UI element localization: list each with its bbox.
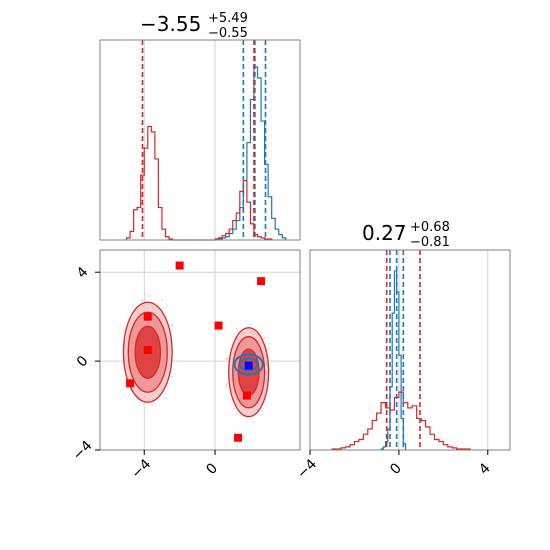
top-title-value: −3.55 <box>140 12 201 36</box>
right-title-value: 0.27 <box>362 221 407 245</box>
histogram-series <box>125 125 273 241</box>
marker-point <box>143 312 152 321</box>
top-histogram-panel <box>99 39 301 241</box>
sample-point <box>141 299 144 302</box>
sample-point <box>173 373 176 376</box>
sample-point <box>161 307 164 310</box>
sample-point <box>250 323 253 325</box>
sample-point <box>122 330 124 333</box>
top-title-lower: −0.55 <box>208 26 248 41</box>
right-title-lower: −0.81 <box>410 235 450 250</box>
sample-point <box>164 397 167 399</box>
sample-point <box>262 337 265 340</box>
contour-level <box>233 353 264 376</box>
sample-point <box>143 292 146 295</box>
sample-point <box>267 343 270 345</box>
right-title-upper: +0.68 <box>410 220 450 235</box>
y-tick-label: 0 <box>74 353 92 371</box>
contour-level <box>239 357 259 372</box>
sample-point <box>224 386 227 388</box>
x-tick-label: 0 <box>387 460 405 478</box>
x-tick-label: −4 <box>294 456 320 482</box>
sample-point <box>253 420 255 423</box>
sample-point <box>148 295 151 297</box>
y-tick-label: 4 <box>74 264 92 282</box>
sample-point <box>225 357 227 360</box>
sample-point <box>160 299 163 301</box>
sample-point <box>233 407 236 410</box>
right-histogram-panel: −4 0 4 <box>294 249 511 482</box>
x-tick-label: 4 <box>476 460 494 478</box>
sample-point <box>171 323 174 326</box>
axes-frame <box>99 39 301 241</box>
marker-point <box>242 391 251 400</box>
histogram-series <box>380 270 407 450</box>
axes-frame <box>99 249 301 451</box>
sample-point <box>267 347 270 350</box>
sample-point <box>143 299 146 302</box>
sample-point <box>226 382 229 385</box>
sample-point <box>171 376 173 378</box>
y-tick-label: −4 <box>70 438 96 464</box>
histogram-series <box>331 391 471 450</box>
sample-point <box>235 413 238 416</box>
marker-point <box>126 379 135 388</box>
marker-point <box>244 361 253 370</box>
marker-point <box>175 261 184 270</box>
sample-point <box>225 383 228 386</box>
marker-point <box>234 433 243 442</box>
marker-point <box>214 321 223 330</box>
scatter-panel: −4 0 −4 0 4 <box>70 249 301 482</box>
marker-point <box>257 277 266 286</box>
axes-frame <box>309 249 511 451</box>
top-title-upper: +5.49 <box>208 11 248 26</box>
histogram-series <box>214 66 287 240</box>
marker-point <box>143 346 152 354</box>
x-tick-label: 0 <box>203 460 221 478</box>
x-tick-label: −4 <box>128 456 154 482</box>
sample-point <box>235 327 238 330</box>
sample-point <box>264 336 267 339</box>
